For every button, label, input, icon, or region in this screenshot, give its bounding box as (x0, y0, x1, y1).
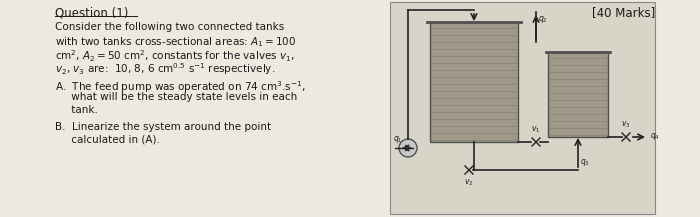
Text: with two tanks cross-sectional areas: $A_1 = 100$: with two tanks cross-sectional areas: $A… (55, 35, 296, 49)
Bar (548, 52, 608, 137)
Bar (390, 2, 655, 214)
Text: A.  The feed pump was operated on 74 cm$^3$.s$^{-1}$,: A. The feed pump was operated on 74 cm$^… (55, 79, 306, 95)
Circle shape (399, 139, 417, 157)
Text: calculated in (A).: calculated in (A). (55, 135, 160, 145)
Text: Question (1): Question (1) (55, 6, 128, 19)
Text: $q_3$: $q_3$ (580, 157, 590, 168)
Text: $v_1$: $v_1$ (531, 125, 540, 135)
Text: what will be the steady state levels in each: what will be the steady state levels in … (55, 92, 298, 102)
Text: [40 Marks]: [40 Marks] (592, 6, 655, 19)
Bar (430, 22, 518, 142)
Text: $v_2$: $v_2$ (464, 178, 474, 189)
Text: $q_2$: $q_2$ (538, 14, 547, 25)
Text: cm$^2$, $A_2 = 50$ cm$^2$, constants for the valves $v_1$,: cm$^2$, $A_2 = 50$ cm$^2$, constants for… (55, 48, 295, 64)
Text: Consider the following two connected tanks: Consider the following two connected tan… (55, 22, 284, 32)
Text: $v_2$, $v_3$ are:  10, 8, 6 cm$^{0.5}$ s$^{-1}$ respectively.: $v_2$, $v_3$ are: 10, 8, 6 cm$^{0.5}$ s$… (55, 61, 275, 77)
Text: $q_4$: $q_4$ (650, 132, 660, 143)
Text: $q_1$: $q_1$ (393, 134, 402, 145)
Text: tank.: tank. (55, 105, 98, 115)
Text: $v_3$: $v_3$ (621, 120, 631, 130)
Text: B.  Linearize the system around the point: B. Linearize the system around the point (55, 122, 271, 132)
